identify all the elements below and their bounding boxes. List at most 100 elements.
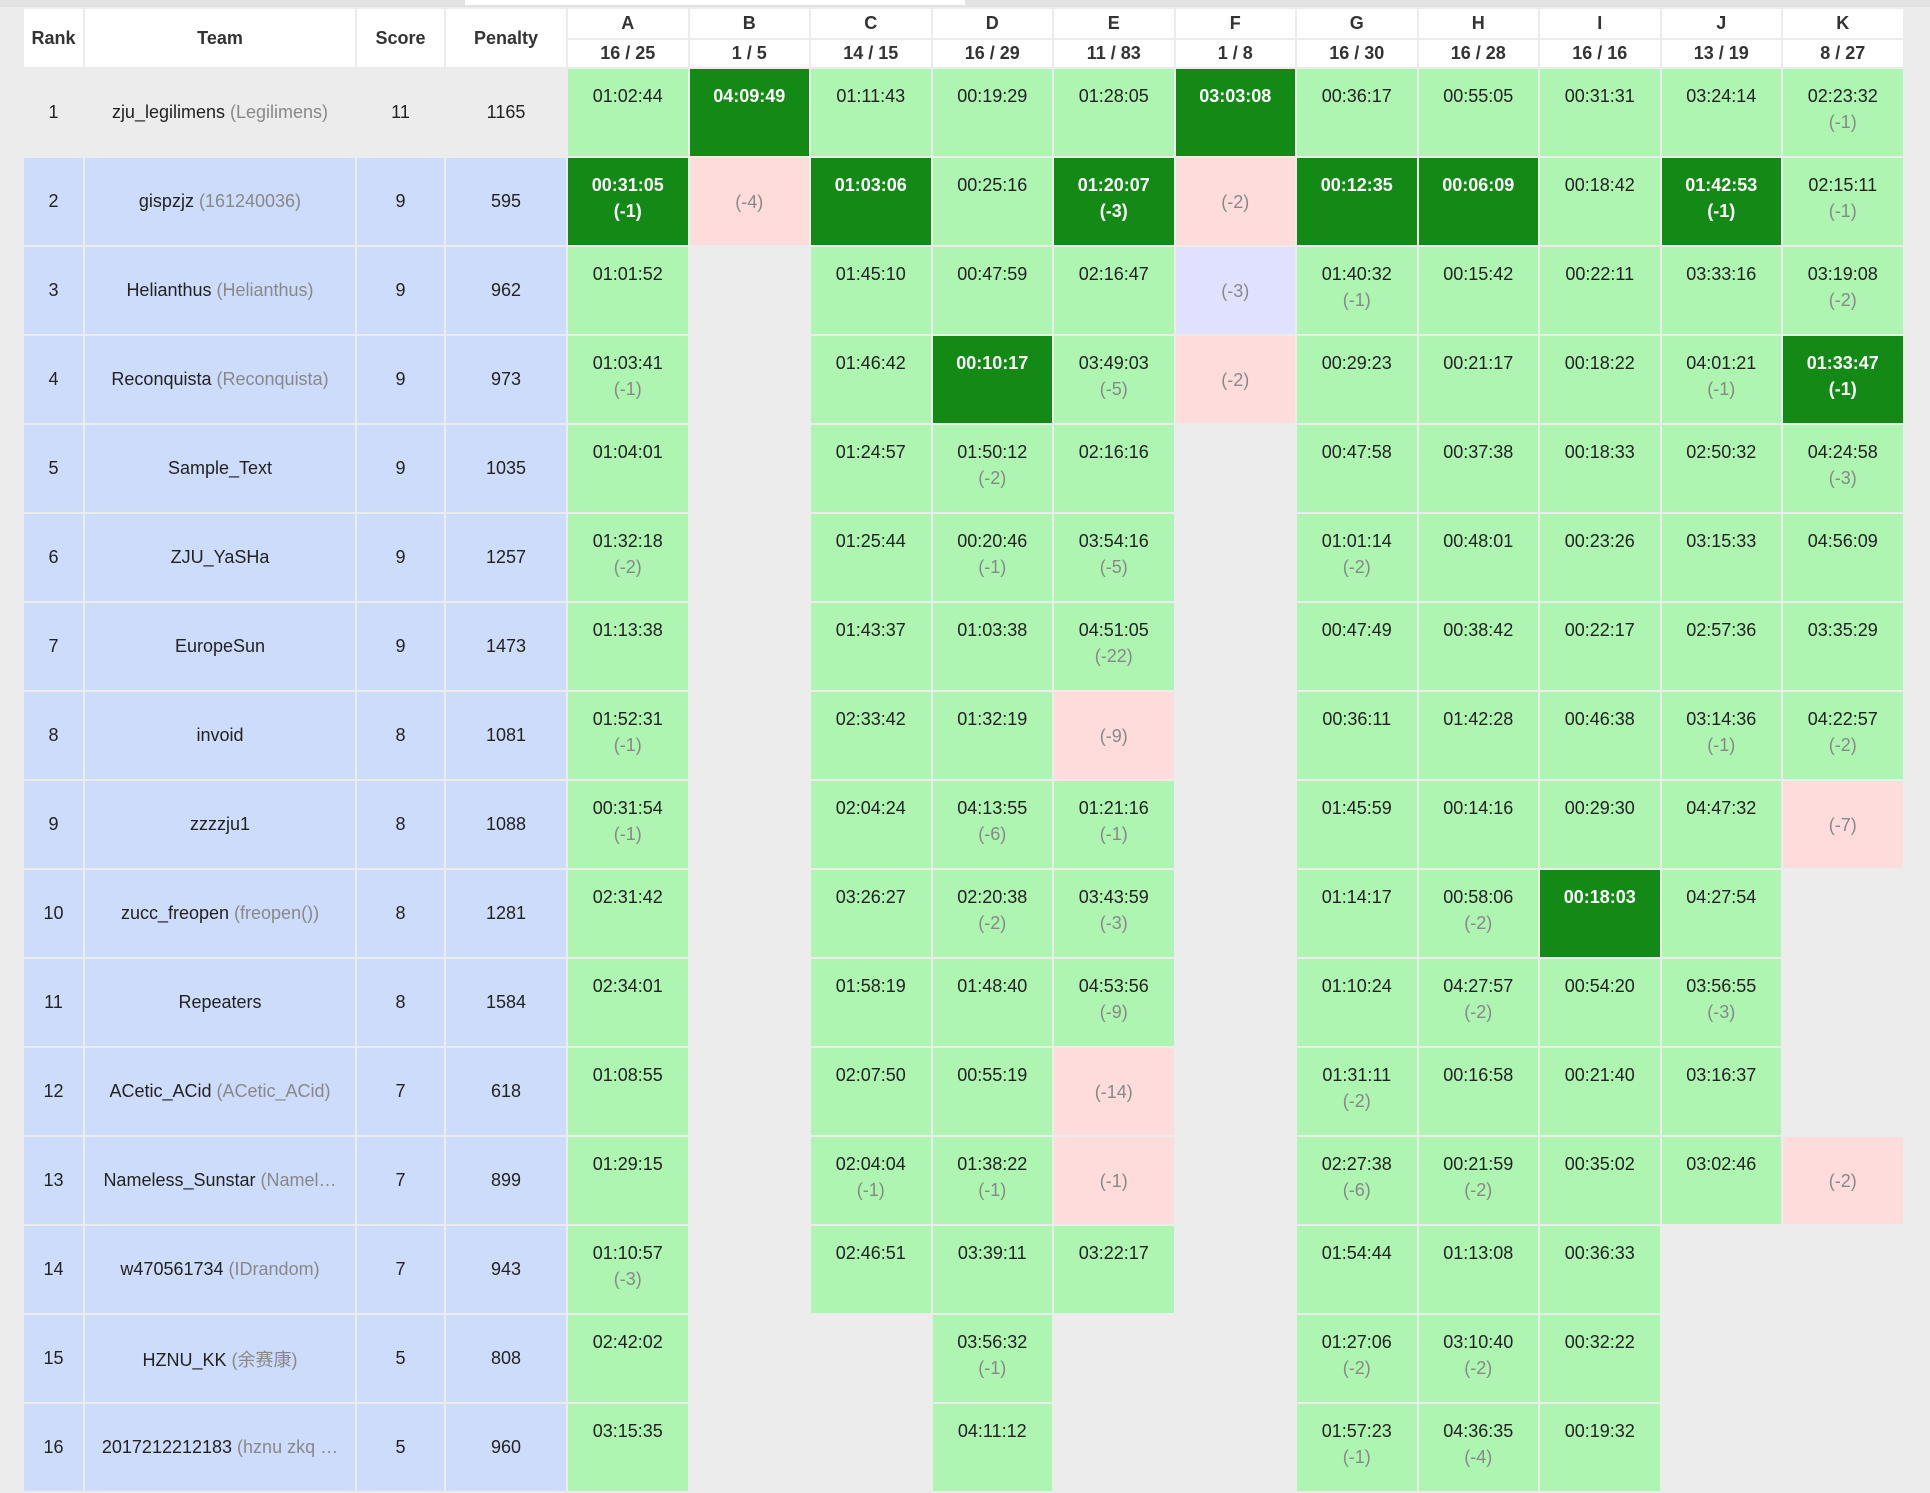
problem-cell-a[interactable]: 02:31:42 xyxy=(566,868,690,959)
problem-cell-g[interactable]: 00:36:17 xyxy=(1295,67,1419,158)
problem-cell-a[interactable]: 03:15:35 xyxy=(566,1402,690,1493)
problem-cell-d[interactable]: 00:47:59 xyxy=(930,245,1054,336)
problem-cell-a[interactable]: 01:02:44 xyxy=(566,67,690,158)
problem-header-c[interactable]: C xyxy=(809,6,933,41)
problem-cell-a[interactable]: 01:01:52 xyxy=(566,245,690,336)
problem-cell-i[interactable]: 00:32:22 xyxy=(1538,1313,1662,1404)
problem-cell-f[interactable]: 03:03:08 xyxy=(1173,67,1297,158)
problem-cell-c[interactable]: 03:26:27 xyxy=(809,868,933,959)
problem-cell-i[interactable]: 00:36:33 xyxy=(1538,1224,1662,1315)
team-row[interactable]: 10 zucc_freopen (freopen()) 8 1281 02:31:42 0… xyxy=(22,868,1905,959)
problem-cell-e[interactable]: (-1) xyxy=(1052,1135,1176,1226)
problem-cell-a[interactable]: 02:42:02 xyxy=(566,1313,690,1404)
problem-cell-j[interactable]: 03:24:14 xyxy=(1659,67,1783,158)
problem-cell-a[interactable]: 01:29:15 xyxy=(566,1135,690,1226)
header-score[interactable]: Score xyxy=(355,7,446,69)
problem-cell-h[interactable]: 00:58:06 (-2) xyxy=(1416,868,1540,959)
problem-cell-c[interactable]: 01:45:10 xyxy=(809,245,933,336)
problem-cell-a[interactable]: 02:34:01 xyxy=(566,957,690,1048)
problem-cell-g[interactable]: 01:01:14 (-2) xyxy=(1295,512,1419,603)
problem-cell-i[interactable]: 00:19:32 xyxy=(1538,1402,1662,1493)
problem-cell-d[interactable]: 03:39:11 xyxy=(930,1224,1054,1315)
problem-cell-d[interactable]: 00:19:29 xyxy=(930,67,1054,158)
header-team[interactable]: Team xyxy=(83,7,357,69)
problem-cell-c[interactable]: 01:03:06 xyxy=(809,156,933,247)
problem-cell-e[interactable]: 04:51:05 (-22) xyxy=(1052,601,1176,692)
team-row[interactable]: 4 Reconquista (Reconquista) 9 973 01:03:41 (-… xyxy=(22,334,1905,425)
problem-cell-j[interactable]: 03:14:36 (-1) xyxy=(1659,690,1783,781)
problem-cell-g[interactable]: 00:47:49 xyxy=(1295,601,1419,692)
problem-cell-c[interactable]: 01:24:57 xyxy=(809,423,933,514)
problem-cell-k[interactable]: 04:22:57 (-2) xyxy=(1781,690,1905,781)
header-penalty[interactable]: Penalty xyxy=(444,7,568,69)
problem-cell-c[interactable]: 02:04:04 (-1) xyxy=(809,1135,933,1226)
problem-cell-e[interactable]: 03:22:17 xyxy=(1052,1224,1176,1315)
team-cell[interactable]: zucc_freopen (freopen()) xyxy=(83,868,357,959)
problem-cell-g[interactable]: 01:40:32 (-1) xyxy=(1295,245,1419,336)
team-cell[interactable]: Reconquista (Reconquista) xyxy=(83,334,357,425)
problem-cell-e[interactable]: 01:21:16 (-1) xyxy=(1052,779,1176,870)
team-cell[interactable]: Helianthus (Helianthus) xyxy=(83,245,357,336)
team-row[interactable]: 15 HZNU_KK (余赛康) 5 808 02:42:02 03:56:32 (-1) 0… xyxy=(22,1313,1905,1404)
problem-cell-k[interactable]: 02:23:32 (-1) xyxy=(1781,67,1905,158)
problem-header-b[interactable]: B xyxy=(687,6,811,41)
problem-cell-i[interactable]: 00:31:31 xyxy=(1538,67,1662,158)
header-rank[interactable]: Rank xyxy=(22,7,85,69)
team-cell[interactable]: zju_legilimens (Legilimens) xyxy=(83,67,357,158)
problem-cell-d[interactable]: 01:48:40 xyxy=(930,957,1054,1048)
problem-cell-e[interactable]: 01:20:07 (-3) xyxy=(1052,156,1176,247)
problem-header-j[interactable]: J xyxy=(1659,6,1783,41)
problem-cell-i[interactable]: 00:21:40 xyxy=(1538,1046,1662,1137)
problem-cell-d[interactable]: 00:20:46 (-1) xyxy=(930,512,1054,603)
problem-cell-i[interactable]: 00:23:26 xyxy=(1538,512,1662,603)
problem-cell-k[interactable]: 03:19:08 (-2) xyxy=(1781,245,1905,336)
problem-cell-j[interactable]: 03:33:16 xyxy=(1659,245,1783,336)
problem-cell-f[interactable]: (-3) xyxy=(1173,245,1297,336)
problem-cell-a[interactable]: 01:03:41 (-1) xyxy=(566,334,690,425)
problem-cell-d[interactable]: 03:56:32 (-1) xyxy=(930,1313,1054,1404)
problem-cell-a[interactable]: 01:32:18 (-2) xyxy=(566,512,690,603)
problem-cell-h[interactable]: 01:42:28 xyxy=(1416,690,1540,781)
problem-cell-e[interactable]: 01:28:05 xyxy=(1052,67,1176,158)
team-row[interactable]: 2 gispzjz (161240036) 9 595 00:31:05 (-1) (-4)… xyxy=(22,156,1905,247)
problem-cell-a[interactable]: 01:13:38 xyxy=(566,601,690,692)
problem-cell-h[interactable]: 00:06:09 xyxy=(1416,156,1540,247)
problem-cell-c[interactable]: 01:46:42 xyxy=(809,334,933,425)
problem-cell-g[interactable]: 00:36:11 xyxy=(1295,690,1419,781)
problem-cell-a[interactable]: 01:10:57 (-3) xyxy=(566,1224,690,1315)
problem-cell-g[interactable]: 01:10:24 xyxy=(1295,957,1419,1048)
problem-cell-i[interactable]: 00:22:17 xyxy=(1538,601,1662,692)
team-cell[interactable]: ZJU_YaSHa xyxy=(83,512,357,603)
problem-cell-g[interactable]: 01:54:44 xyxy=(1295,1224,1419,1315)
problem-header-f[interactable]: F xyxy=(1173,6,1297,41)
team-row[interactable]: 1 zju_legilimens (Legilimens) 11 1165 01:02:… xyxy=(22,67,1905,158)
problem-cell-c[interactable]: 01:43:37 xyxy=(809,601,933,692)
problem-header-i[interactable]: I xyxy=(1538,6,1662,41)
team-cell[interactable]: 2017212212183 (hznu zkq … xyxy=(83,1402,357,1493)
problem-cell-h[interactable]: 00:21:59 (-2) xyxy=(1416,1135,1540,1226)
problem-cell-j[interactable]: 03:56:55 (-3) xyxy=(1659,957,1783,1048)
problem-cell-j[interactable]: 01:42:53 (-1) xyxy=(1659,156,1783,247)
problem-cell-e[interactable]: 03:49:03 (-5) xyxy=(1052,334,1176,425)
problem-cell-d[interactable]: 01:32:19 xyxy=(930,690,1054,781)
problem-cell-i[interactable]: 00:18:03 xyxy=(1538,868,1662,959)
problem-cell-c[interactable]: 02:46:51 xyxy=(809,1224,933,1315)
team-cell[interactable]: HZNU_KK (余赛康) xyxy=(83,1313,357,1404)
team-row[interactable]: 3 Helianthus (Helianthus) 9 962 01:01:52 01:4… xyxy=(22,245,1905,336)
problem-cell-h[interactable]: 00:37:38 xyxy=(1416,423,1540,514)
problem-cell-k[interactable]: (-2) xyxy=(1781,1135,1905,1226)
problem-cell-d[interactable]: 01:50:12 (-2) xyxy=(930,423,1054,514)
problem-cell-j[interactable]: 02:50:32 xyxy=(1659,423,1783,514)
problem-cell-a[interactable]: 01:08:55 xyxy=(566,1046,690,1137)
problem-cell-c[interactable]: 01:58:19 xyxy=(809,957,933,1048)
team-row[interactable]: 12 ACetic_ACid (ACetic_ACid) 7 618 01:08:55 0… xyxy=(22,1046,1905,1137)
problem-header-h[interactable]: H xyxy=(1416,6,1540,41)
team-cell[interactable]: Nameless_Sunstar (Namel… xyxy=(83,1135,357,1226)
problem-cell-h[interactable]: 00:38:42 xyxy=(1416,601,1540,692)
problem-cell-j[interactable]: 03:15:33 xyxy=(1659,512,1783,603)
team-row[interactable]: 5 Sample_Text 9 1035 01:04:01 01:24:57 01:50:1… xyxy=(22,423,1905,514)
problem-cell-c[interactable]: 02:07:50 xyxy=(809,1046,933,1137)
team-cell[interactable]: w470561734 (IDrandom) xyxy=(83,1224,357,1315)
problem-header-g[interactable]: G xyxy=(1295,6,1419,41)
problem-cell-d[interactable]: 01:38:22 (-1) xyxy=(930,1135,1054,1226)
